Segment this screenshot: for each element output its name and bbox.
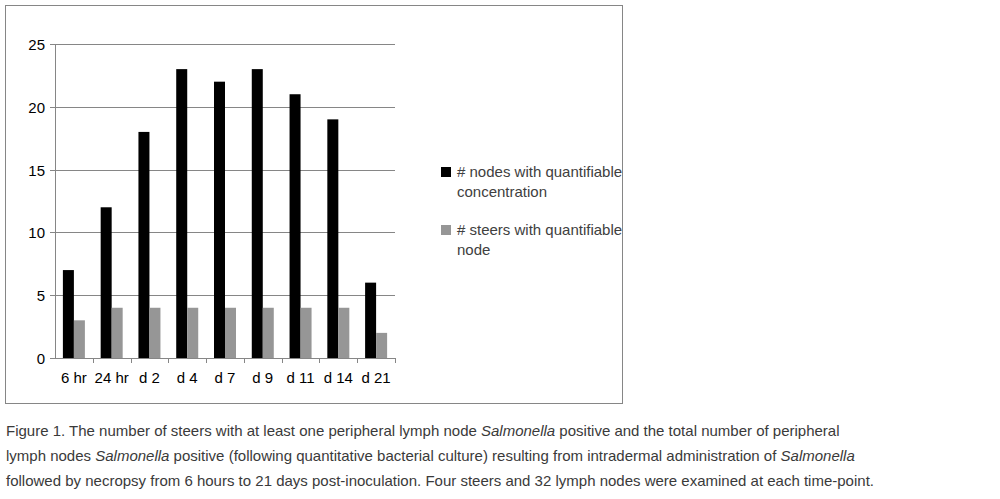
y-axis (55, 44, 56, 358)
bar (149, 308, 160, 358)
bar (290, 94, 301, 358)
bar (74, 320, 85, 358)
bar (365, 283, 376, 358)
bar (376, 333, 387, 358)
bar (225, 308, 236, 358)
bar (138, 132, 149, 358)
grid-line (55, 358, 395, 359)
legend-swatch (441, 225, 451, 235)
bar (252, 69, 263, 358)
x-tick-label: d 9 (252, 369, 273, 386)
caption-line: followed by necropsy from 6 hours to 21 … (6, 468, 1000, 493)
grid-line (55, 44, 395, 45)
legend-label: # nodes with quantifiable concentration (457, 163, 622, 200)
y-tick (50, 44, 55, 45)
bar (214, 82, 225, 358)
x-tick-label: d 21 (362, 369, 391, 386)
bar (338, 308, 349, 358)
x-tick-label: d 2 (139, 369, 160, 386)
y-tick (50, 295, 55, 296)
x-axis (55, 358, 395, 359)
legend-swatch (441, 167, 451, 177)
y-tick-label: 5 (37, 287, 45, 304)
x-tick-label: 6 hr (61, 369, 87, 386)
y-tick-label: 0 (37, 350, 45, 367)
caption-text: positive and the total number of periphe… (555, 422, 839, 439)
caption-line: lymph nodes Salmonella positive (followi… (6, 443, 1000, 468)
x-tick-label: d 11 (287, 369, 315, 386)
x-tick (244, 358, 245, 363)
caption: Figure 1. The number of steers with at l… (6, 418, 1000, 493)
x-tick (395, 358, 396, 363)
y-tick (50, 358, 55, 359)
y-tick-label: 10 (28, 224, 45, 241)
caption-line: Figure 1. The number of steers with at l… (6, 418, 1000, 443)
y-tick (50, 107, 55, 108)
bar (187, 308, 198, 358)
x-tick (319, 358, 320, 363)
caption-text: Salmonella (95, 447, 169, 464)
y-tick (50, 170, 55, 171)
x-tick (357, 358, 358, 363)
legend-line: # steers with quantifiable (457, 221, 622, 238)
bar (263, 308, 274, 358)
legend-label: # steers with quantifiable node (457, 221, 622, 258)
legend-line: # nodes with quantifiable (457, 163, 622, 180)
caption-text: Figure 1. The number of steers with at l… (6, 422, 481, 439)
x-tick (282, 358, 283, 363)
y-tick (50, 232, 55, 233)
legend-line: concentration (457, 183, 547, 200)
bar (301, 308, 312, 358)
x-tick (131, 358, 132, 363)
x-tick (206, 358, 207, 363)
caption-text: positive (following quantitative bacteri… (169, 447, 780, 464)
bars (63, 69, 387, 358)
y-tick-label: 20 (28, 99, 45, 116)
x-tick (93, 358, 94, 363)
bar (101, 207, 112, 358)
bar (176, 69, 187, 358)
chart-frame (6, 6, 623, 404)
x-tick (168, 358, 169, 363)
y-tick-label: 25 (28, 36, 45, 53)
bar (327, 119, 338, 358)
legend-line: node (457, 241, 490, 258)
bar (63, 270, 74, 358)
y-tick-label: 15 (28, 162, 45, 179)
caption-text: followed by necropsy from 6 hours to 21 … (6, 472, 874, 489)
caption-text: Salmonella (781, 447, 855, 464)
bar (112, 308, 123, 358)
x-tick-label: d 7 (215, 369, 236, 386)
caption-text: lymph nodes (6, 447, 95, 464)
x-tick-label: 24 hr (95, 369, 129, 386)
caption-text: Salmonella (481, 422, 555, 439)
x-tick-label: d 14 (324, 369, 353, 386)
x-tick-label: d 4 (177, 369, 198, 386)
